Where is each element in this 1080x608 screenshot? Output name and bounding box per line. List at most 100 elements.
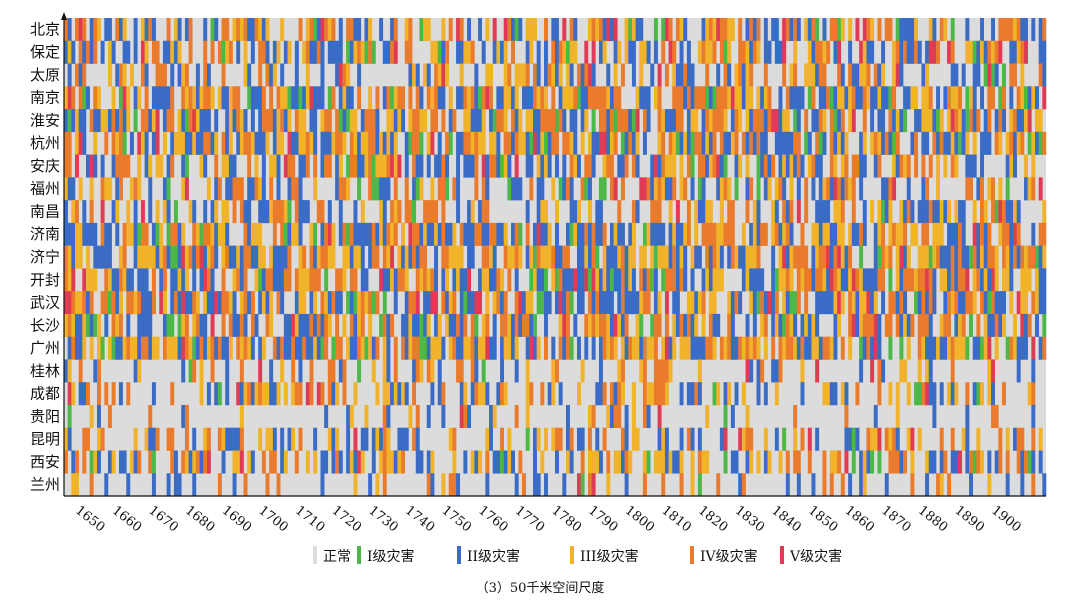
heatmap-cell xyxy=(243,18,248,42)
heatmap-cell xyxy=(298,109,303,133)
heatmap-cell xyxy=(694,245,699,269)
heatmap-cell xyxy=(148,154,153,178)
heatmap-cell xyxy=(562,154,567,178)
heatmap-cell xyxy=(936,109,941,133)
heatmap-cell xyxy=(82,427,87,451)
heatmap-cell xyxy=(115,291,120,315)
heatmap-cell xyxy=(221,450,226,474)
heatmap-cell xyxy=(870,131,875,155)
heatmap-cell xyxy=(1031,450,1036,474)
heatmap-cell xyxy=(877,109,882,133)
heatmap-cell xyxy=(115,313,120,337)
heatmap-cell xyxy=(888,86,893,110)
heatmap-cell xyxy=(287,109,292,133)
heatmap-cell xyxy=(489,268,493,292)
heatmap-cell xyxy=(448,222,453,246)
heatmap-cell xyxy=(393,359,398,383)
heatmap-cell xyxy=(697,245,702,269)
heatmap-cell xyxy=(375,245,380,269)
heatmap-cell xyxy=(928,268,933,292)
heatmap-cell xyxy=(269,450,274,474)
heatmap-cell xyxy=(613,450,618,474)
heatmap-cell xyxy=(829,109,834,133)
heatmap-cell xyxy=(401,313,406,337)
heatmap-cell xyxy=(338,268,343,292)
heatmap-cell xyxy=(254,154,259,178)
heatmap-cell xyxy=(617,382,622,406)
heatmap-cell xyxy=(943,245,948,269)
heatmap-cell xyxy=(177,222,182,246)
heatmap-cell xyxy=(555,222,559,246)
heatmap-cell xyxy=(646,336,651,360)
heatmap-cell xyxy=(815,222,820,246)
heatmap-cell xyxy=(661,131,666,155)
heatmap-cell xyxy=(324,291,329,315)
heatmap-cell xyxy=(587,131,592,155)
heatmap-cell xyxy=(525,313,530,337)
heatmap-cell xyxy=(738,245,743,269)
heatmap-cell xyxy=(485,427,490,451)
heatmap-cell xyxy=(914,86,919,110)
heatmap-cell xyxy=(793,245,798,269)
heatmap-cell xyxy=(617,222,622,246)
heatmap-cell xyxy=(848,63,853,87)
heatmap-cell xyxy=(140,40,145,64)
heatmap-cell xyxy=(925,200,930,224)
heatmap-cell xyxy=(78,245,83,269)
heatmap-cell xyxy=(587,427,592,451)
heatmap-cell xyxy=(826,291,831,315)
heatmap-cell xyxy=(478,382,483,406)
heatmap-cell xyxy=(78,359,83,383)
heatmap-cell xyxy=(716,18,721,42)
heatmap-cell xyxy=(272,336,277,360)
heatmap-cell xyxy=(899,200,904,224)
heatmap-cell xyxy=(203,131,208,155)
heatmap-cell xyxy=(181,336,186,360)
heatmap-cell xyxy=(741,473,746,497)
heatmap-cell xyxy=(470,450,475,474)
heatmap-cell xyxy=(272,154,277,178)
heatmap-cell xyxy=(382,200,387,224)
heatmap-cell xyxy=(591,18,596,42)
heatmap-cell xyxy=(705,131,710,155)
heatmap-cell xyxy=(445,63,450,87)
heatmap-cell xyxy=(415,291,420,315)
heatmap-cell xyxy=(129,268,134,292)
heatmap-cell xyxy=(437,131,442,155)
heatmap-cell xyxy=(360,245,365,269)
heatmap-cell xyxy=(195,63,200,87)
heatmap-cell xyxy=(749,86,754,110)
heatmap-cell xyxy=(694,336,699,360)
heatmap-cell xyxy=(408,404,413,429)
heatmap-cell xyxy=(221,154,226,178)
heatmap-cell xyxy=(100,154,105,178)
heatmap-cell xyxy=(536,154,541,178)
heatmap-cell xyxy=(533,86,537,110)
heatmap-cell xyxy=(489,86,493,110)
heatmap-cell xyxy=(96,109,101,133)
heatmap-cell xyxy=(280,222,285,246)
heatmap-cell xyxy=(115,154,120,178)
heatmap-cell xyxy=(1038,18,1043,42)
heatmap-cell xyxy=(745,359,750,383)
heatmap-cell xyxy=(763,382,768,406)
heatmap-cell xyxy=(239,359,244,383)
heatmap-cell xyxy=(980,245,984,269)
heatmap-cell xyxy=(862,154,867,178)
heatmap-cell xyxy=(650,245,655,269)
heatmap-cell xyxy=(298,177,303,201)
heatmap-cell xyxy=(327,427,332,451)
heatmap-cell xyxy=(987,291,992,315)
heatmap-cell xyxy=(642,359,647,383)
heatmap-cell xyxy=(426,131,431,155)
heatmap-cell xyxy=(67,245,72,269)
heatmap-cell xyxy=(1005,268,1010,292)
heatmap-cell xyxy=(232,200,237,224)
heatmap-cell xyxy=(1013,245,1017,269)
heatmap-cell xyxy=(434,86,439,110)
heatmap-cell xyxy=(862,450,867,474)
heatmap-cell xyxy=(690,63,695,87)
heatmap-cell xyxy=(562,86,567,110)
heatmap-cell xyxy=(379,222,384,246)
heatmap-cell xyxy=(848,473,853,497)
